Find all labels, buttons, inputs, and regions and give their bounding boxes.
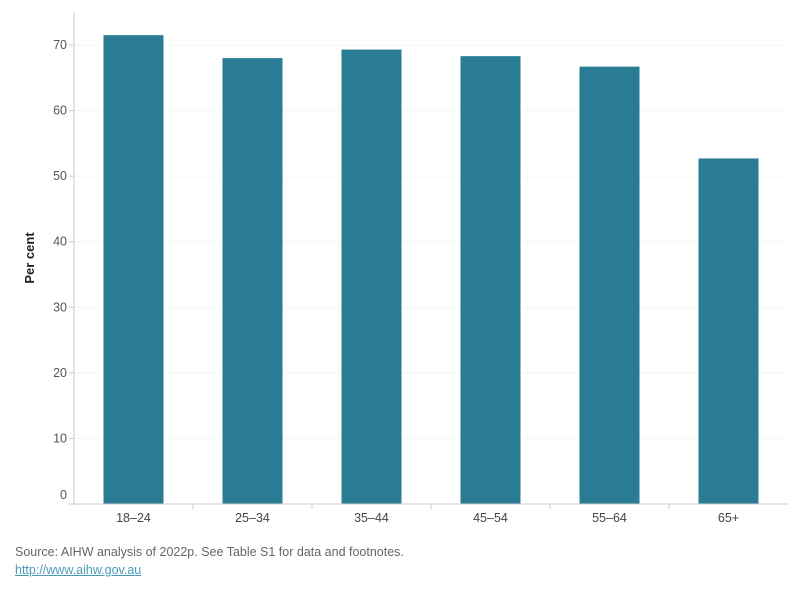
y-tick-label: 10 [53, 431, 67, 445]
x-axis-ticks: 18–24 25–34 35–44 45–54 55–64 65+ [116, 504, 739, 525]
source-note: Source: AIHW analysis of 2022p. See Tabl… [15, 545, 404, 559]
x-tick-label: 35–44 [354, 511, 389, 525]
bar [579, 66, 640, 504]
y-tick-label: 70 [53, 38, 67, 52]
y-tick-label: 30 [53, 300, 67, 314]
y-tick-label: 60 [53, 104, 67, 118]
x-tick-label: 45–54 [473, 511, 508, 525]
y-tick-label: 0 [60, 488, 67, 502]
y-tick-label: 40 [53, 235, 67, 249]
x-tick-label: 55–64 [592, 511, 627, 525]
x-tick-label: 25–34 [235, 511, 270, 525]
bar [698, 158, 759, 504]
x-tick-label: 65+ [718, 511, 739, 525]
bar [222, 58, 283, 504]
bar [103, 35, 164, 505]
bar [341, 49, 402, 505]
bar-chart: 0 10 20 30 40 50 60 70 18–24 25–34 35–44 45–54 55–6… [22, 12, 788, 525]
y-axis-label: Per cent [22, 232, 37, 284]
y-tick-label: 20 [53, 366, 67, 380]
bar [460, 56, 521, 504]
bars [103, 35, 759, 505]
source-link[interactable]: http://www.aihw.gov.au [15, 563, 142, 577]
gridlines [74, 44, 788, 439]
y-axis-ticks: 0 10 20 30 40 50 60 70 [53, 38, 74, 505]
x-tick-label: 18–24 [116, 511, 151, 525]
y-tick-label: 50 [53, 169, 67, 183]
